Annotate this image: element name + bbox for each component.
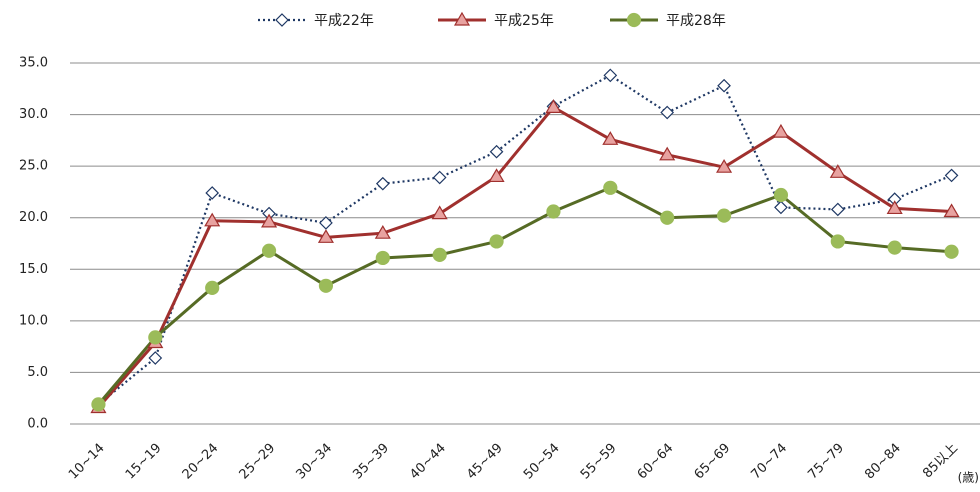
point-marker: [375, 176, 390, 191]
point-marker: [546, 204, 561, 219]
x-tick-label: 10~14: [66, 441, 108, 483]
point-marker: [489, 144, 504, 159]
point-marker: [488, 168, 505, 183]
y-tick-label: 25.0: [19, 159, 48, 174]
point-marker: [717, 78, 731, 93]
point-marker: [716, 208, 732, 223]
x-tick-label: 80~84: [862, 441, 904, 483]
y-tick-label: 5.0: [27, 365, 48, 380]
x-tick-label: 30~34: [294, 441, 336, 483]
y-tick-label: 35.0: [19, 56, 48, 71]
point-marker: [319, 216, 333, 230]
y-tick-label: 10.0: [19, 313, 48, 328]
point-marker: [148, 351, 163, 365]
x-unit: (歳): [958, 471, 979, 485]
point-marker: [204, 212, 221, 227]
point-marker: [829, 164, 846, 178]
x-tick-label: 20~24: [180, 441, 222, 483]
point-marker: [205, 280, 220, 295]
point-marker: [91, 397, 106, 412]
point-marker: [943, 203, 960, 218]
series-line: [97, 186, 952, 406]
point-marker: [374, 224, 391, 239]
point-marker: [148, 330, 163, 345]
point-marker: [489, 234, 504, 249]
point-marker: [453, 11, 471, 26]
point-marker: [773, 187, 789, 203]
point-marker: [261, 213, 278, 228]
point-marker: [432, 170, 447, 185]
y-tick-label: 0.0: [27, 417, 48, 432]
legend-label: 平成25年: [494, 13, 554, 29]
x-tick-label: 60~64: [635, 441, 677, 483]
point-marker: [603, 68, 618, 83]
point-marker: [886, 200, 903, 215]
point-marker: [660, 210, 675, 225]
point-marker: [275, 13, 289, 27]
legend-label: 平成22年: [314, 13, 374, 29]
legend-label: 平成28年: [666, 13, 726, 29]
point-marker: [944, 244, 959, 259]
point-marker: [716, 158, 733, 173]
point-marker: [774, 200, 788, 215]
y-tick-label: 20.0: [19, 210, 48, 225]
x-tick-label: 25~29: [237, 441, 279, 483]
y-tick-label: 30.0: [19, 107, 48, 122]
point-marker: [205, 186, 220, 200]
x-tick-label: 35~39: [350, 441, 392, 483]
point-marker: [830, 234, 845, 249]
x-tick-label: 15~19: [123, 441, 165, 483]
x-tick-label: 50~54: [521, 441, 563, 483]
point-marker: [830, 202, 845, 217]
x-tick-label: 70~74: [749, 441, 791, 483]
x-tick-label: 55~59: [578, 441, 620, 483]
point-marker: [660, 105, 675, 120]
point-marker: [887, 240, 902, 255]
x-tick-label: 85以上: [920, 441, 961, 482]
y-tick-label: 15.0: [19, 262, 48, 277]
point-marker: [772, 123, 789, 138]
x-tick-label: 65~69: [692, 441, 734, 483]
point-marker: [261, 243, 277, 258]
x-tick-label: 40~44: [407, 441, 449, 483]
point-marker: [375, 250, 390, 266]
point-marker: [432, 247, 447, 262]
x-tick-label: 75~79: [805, 441, 847, 483]
series-line: [97, 105, 952, 409]
point-marker: [317, 229, 334, 243]
point-marker: [318, 278, 334, 293]
point-marker: [603, 180, 618, 195]
x-tick-label: 45~49: [464, 441, 506, 483]
point-marker: [545, 99, 562, 113]
point-marker: [431, 205, 448, 220]
point-marker: [626, 12, 642, 28]
point-marker: [944, 168, 959, 183]
point-marker: [602, 131, 619, 145]
point-marker: [659, 146, 676, 161]
series-line: [97, 74, 952, 406]
